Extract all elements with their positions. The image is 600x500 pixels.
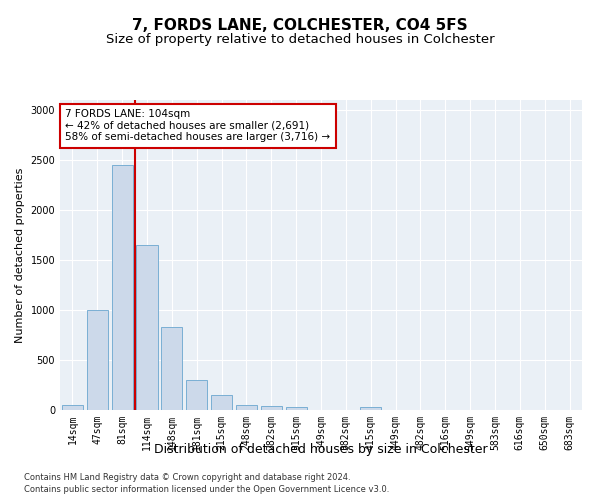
Bar [286, 407, 307, 410]
Bar [136, 245, 158, 410]
Text: 7, FORDS LANE, COLCHESTER, CO4 5FS: 7, FORDS LANE, COLCHESTER, CO4 5FS [132, 18, 468, 32]
Bar [211, 395, 232, 410]
Bar [112, 165, 133, 410]
Bar [236, 405, 257, 410]
Bar [87, 310, 108, 410]
Text: Size of property relative to detached houses in Colchester: Size of property relative to detached ho… [106, 32, 494, 46]
Bar [186, 380, 207, 410]
Bar [261, 406, 282, 410]
Bar [161, 327, 182, 410]
Y-axis label: Number of detached properties: Number of detached properties [15, 168, 25, 342]
Text: Contains HM Land Registry data © Crown copyright and database right 2024.: Contains HM Land Registry data © Crown c… [24, 472, 350, 482]
Text: 7 FORDS LANE: 104sqm
← 42% of detached houses are smaller (2,691)
58% of semi-de: 7 FORDS LANE: 104sqm ← 42% of detached h… [65, 110, 331, 142]
Text: Distribution of detached houses by size in Colchester: Distribution of detached houses by size … [154, 442, 488, 456]
Bar [360, 407, 381, 410]
Bar [62, 405, 83, 410]
Text: Contains public sector information licensed under the Open Government Licence v3: Contains public sector information licen… [24, 485, 389, 494]
